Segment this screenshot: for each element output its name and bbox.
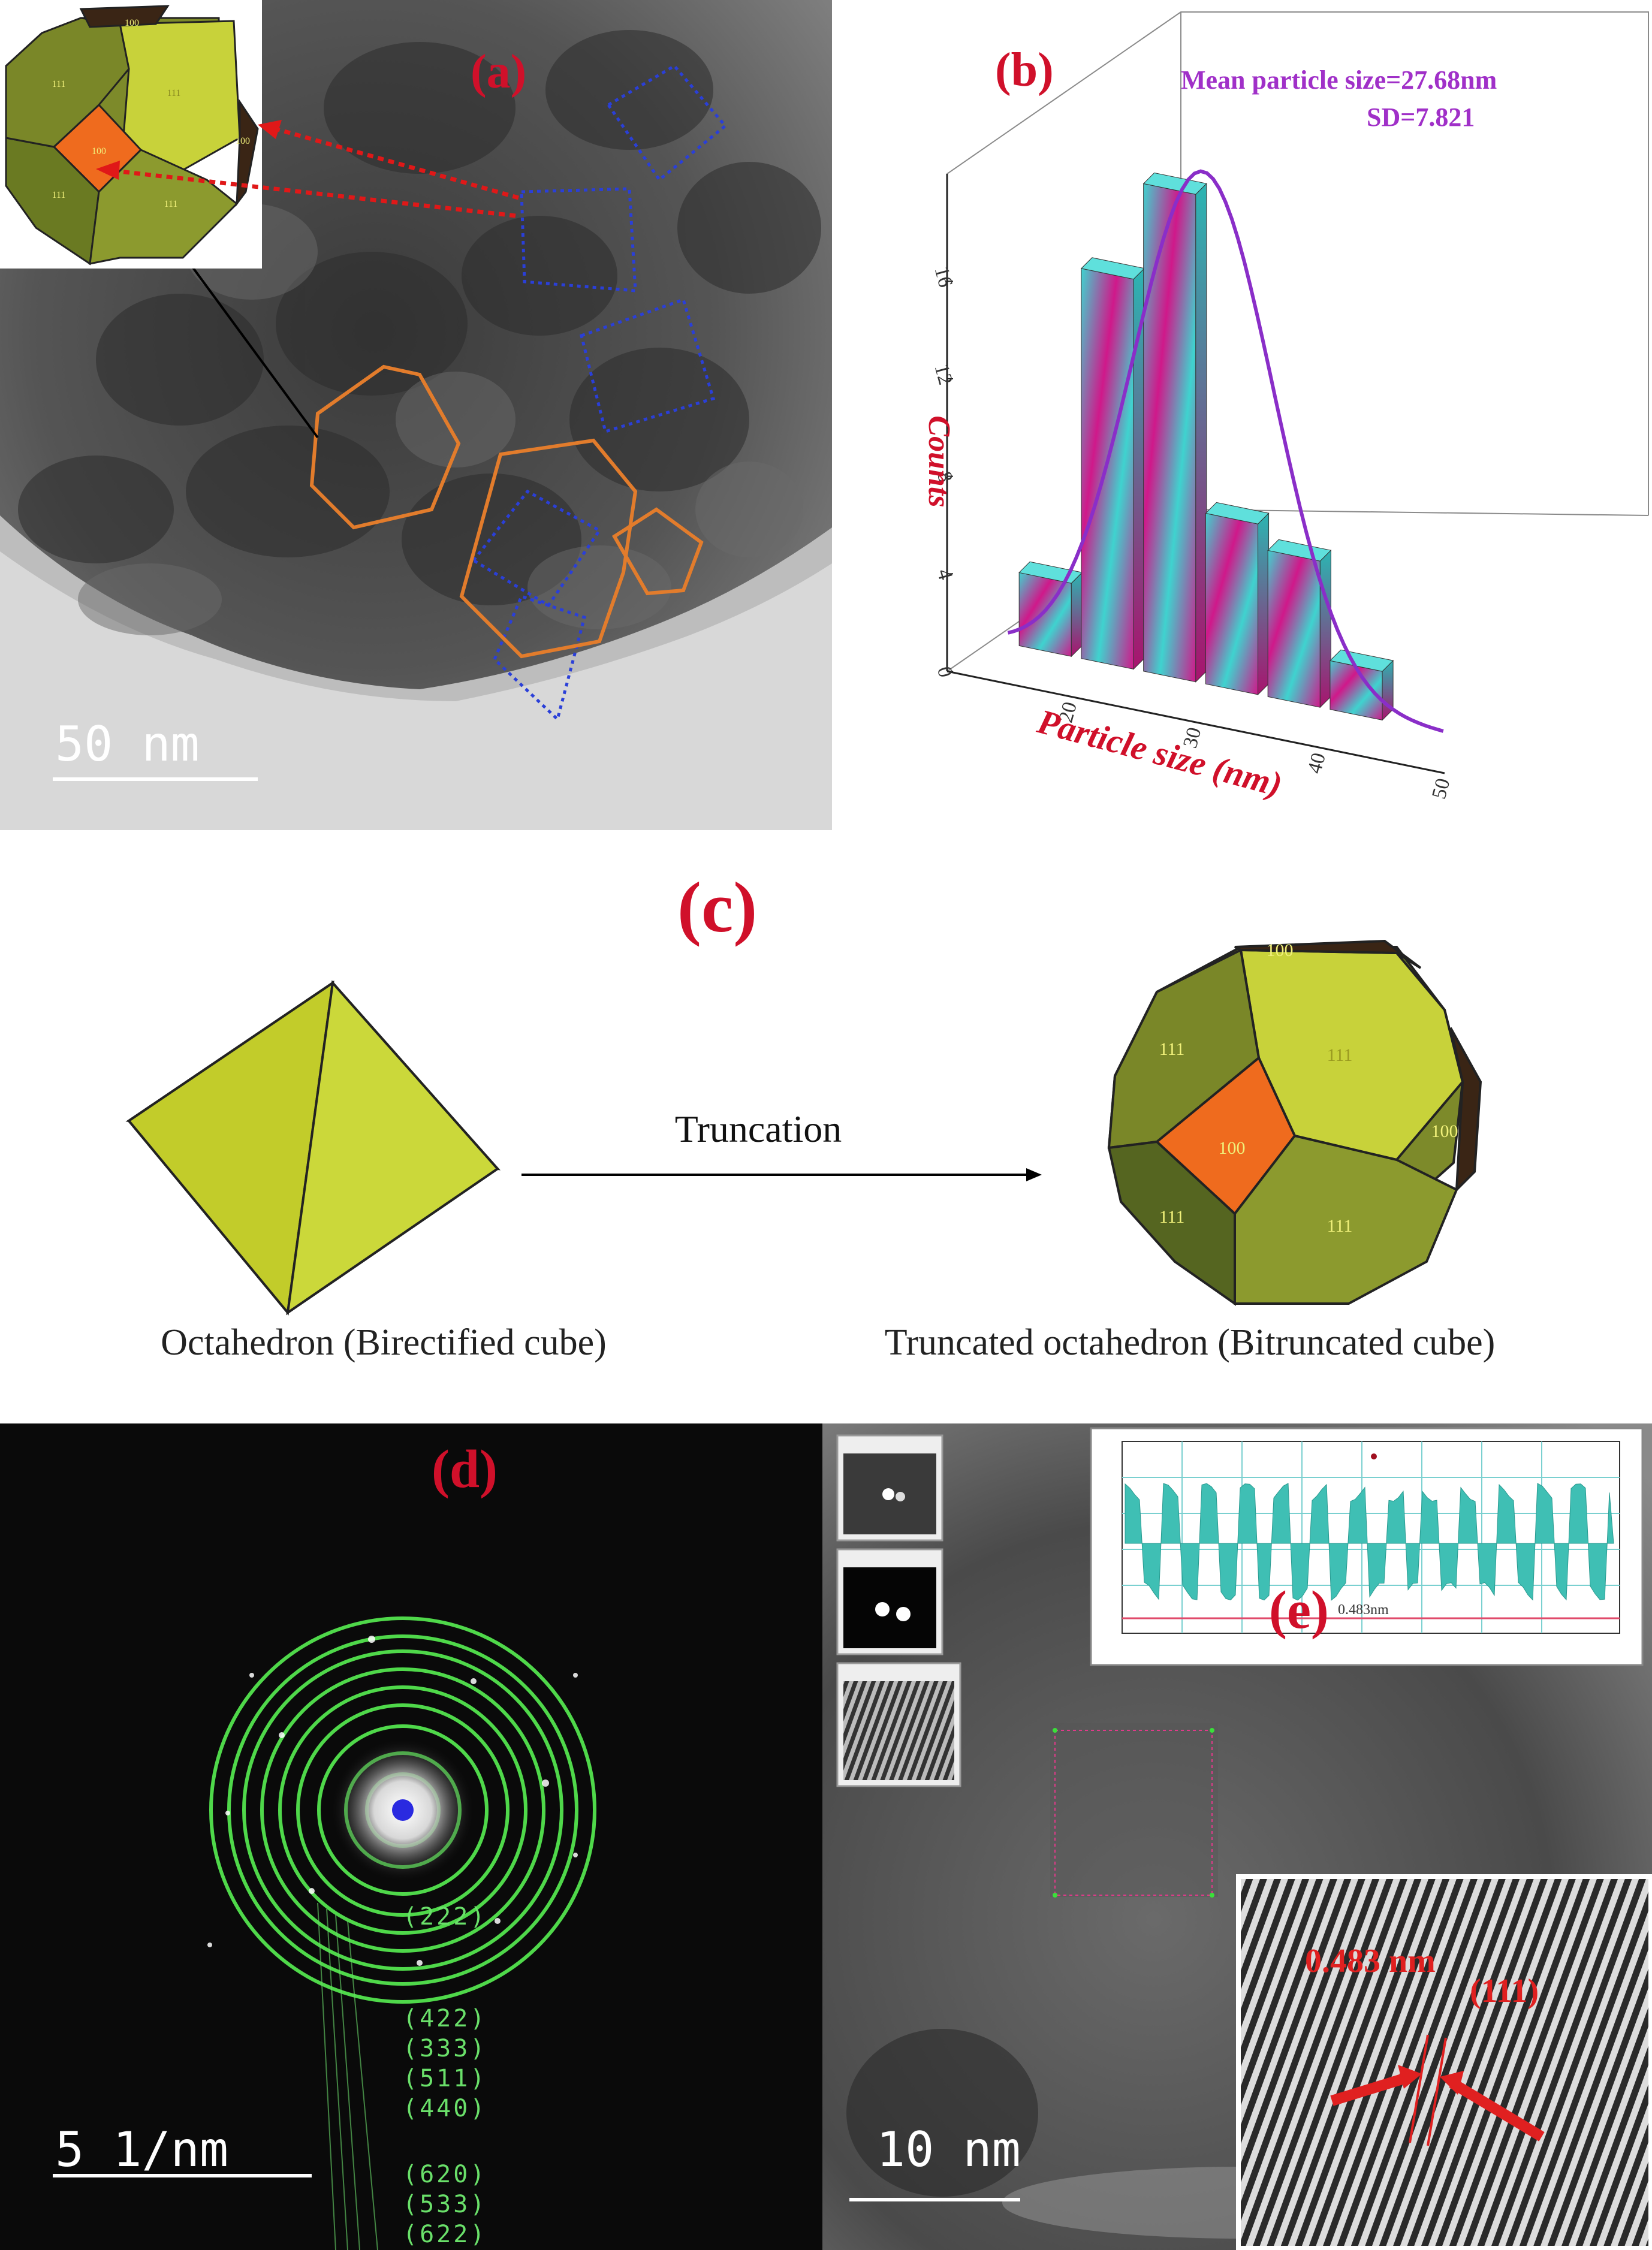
octahedron-shape xyxy=(125,980,501,1316)
panel-e-label: (e) xyxy=(1269,1581,1329,1640)
lattice-fringe-inset xyxy=(1236,1874,1652,2250)
hrtem-image: 0.483nm xyxy=(822,1423,1652,2250)
truncated-octahedron-shape: 100 111 111 100 100 111 111 xyxy=(1107,939,1482,1306)
inset-facet-label: 111 xyxy=(52,79,66,89)
ring-leader-lines xyxy=(317,1902,378,2250)
line-profile-plot: 0.483nm xyxy=(1090,1427,1644,1666)
histogram-bar-top xyxy=(1205,502,1270,524)
facet-label-upper-left: 111 xyxy=(1159,1039,1185,1059)
panel-d-label: (d) xyxy=(432,1440,498,1499)
selected-lattice-region xyxy=(1054,1730,1213,1896)
x-axis-title: Particle size (nm) xyxy=(1033,701,1286,804)
ring-label-511: (511) xyxy=(403,2065,487,2092)
fft-inset-2 xyxy=(836,1548,943,1655)
histogram-bar-side xyxy=(1319,549,1331,708)
plane-index-label: (111) xyxy=(1470,1972,1539,2010)
histogram-bar xyxy=(1081,268,1134,670)
histogram-bar xyxy=(1205,512,1259,695)
histogram-bar-side xyxy=(1195,183,1207,683)
panel-d-scale-bar-label: 5 1/nm xyxy=(55,2122,228,2177)
panel-c-label: (c) xyxy=(677,867,758,947)
chart-axes xyxy=(946,174,1445,774)
histogram-bar xyxy=(1143,183,1196,683)
inset-facet-label: 111 xyxy=(164,199,178,209)
panel-d-saed-pattern: (d) (222) (422) (333) (511) (440) (620) … xyxy=(0,1423,822,2250)
panel-a-label: (a) xyxy=(471,46,527,98)
truncated-octahedron-caption: Truncated octahedron (Bitruncated cube) xyxy=(885,1322,1496,1363)
diffraction-ring xyxy=(278,1685,527,1935)
mean-size-annotation: Mean particle size=27.68nm xyxy=(1181,65,1497,95)
truncation-label: Truncation xyxy=(675,1108,842,1150)
histogram-bar-side xyxy=(1258,512,1270,696)
facet-label-lower-right: 111 xyxy=(1327,1216,1353,1236)
diffraction-ring xyxy=(296,1703,510,1917)
diffraction-ring xyxy=(260,1667,545,1953)
diffraction-ring xyxy=(227,1634,578,1986)
facet-label-center: 100 xyxy=(1219,1138,1246,1158)
x-tick-label: 50 xyxy=(1428,776,1455,801)
panel-b-histogram: 0 4 8 12 16 20 30 40 50 Counts Particle size (n… xyxy=(839,0,1652,830)
inset-facet-label-top: 100 xyxy=(125,18,139,28)
diffraction-ring xyxy=(242,1649,563,1971)
histogram-bar-top xyxy=(1142,172,1207,195)
y-tick-label: 4 xyxy=(933,566,957,582)
diffraction-ring xyxy=(209,1616,596,2004)
y-tick-label: 0 xyxy=(933,664,957,680)
x-tick-label: 40 xyxy=(1303,750,1330,776)
inset-facet-label: 100 xyxy=(236,136,250,146)
ring-label-440: (440) xyxy=(403,2095,487,2122)
profile-spacing-label: 0.483nm xyxy=(1338,1602,1389,1618)
ring-label-620: (620) xyxy=(403,2161,487,2188)
sd-annotation: SD=7.821 xyxy=(1367,102,1475,132)
truncation-diagram: Truncation 100 111 111 100 100 111 111 O… xyxy=(125,939,1496,1363)
ring-label-333: (333) xyxy=(403,2035,487,2062)
histogram-bar-side xyxy=(1071,571,1083,657)
y-axis-title: Counts xyxy=(922,415,956,507)
facet-label-lower-left: 111 xyxy=(1159,1207,1185,1227)
y-tick-label: 12 xyxy=(930,362,957,387)
fringe-spacing-label: 0.483 nm xyxy=(1305,1943,1436,1980)
gaussian-fit-curve xyxy=(1007,169,1444,733)
histogram-bar-top xyxy=(1267,539,1332,562)
diffraction-spots xyxy=(207,1636,578,1966)
histogram-bar-top xyxy=(1329,649,1394,672)
inset-facet-label-center: 100 xyxy=(92,146,106,156)
inset-facet-label: 111 xyxy=(52,190,66,200)
ring-label-533: (533) xyxy=(403,2191,487,2218)
facet-label-right: 100 xyxy=(1431,1121,1458,1141)
octahedron-caption: Octahedron (Birectified cube) xyxy=(161,1322,607,1363)
tem-micrograph: 100 111 111 100 100 111 111 xyxy=(0,0,832,830)
panel-b-label: (b) xyxy=(995,44,1054,96)
facet-label-top: 100 xyxy=(1267,940,1294,960)
diffraction-rings xyxy=(53,1616,596,2250)
panel-a-scale-bar-label: 50 nm xyxy=(55,716,200,772)
facet-label-upper-right: 111 xyxy=(1327,1045,1353,1065)
histogram-bar xyxy=(1267,550,1321,708)
panel-e-scale-bar-label: 10 nm xyxy=(876,2122,1021,2177)
panel-a-tem-image: 100 111 111 100 100 111 111 (a) 50 nm xyxy=(0,0,832,830)
panel-e-hrtem: 0.483nm (e) 0.483 nm (111) 10 nm xyxy=(822,1423,1652,2250)
ring-label-622: (622) xyxy=(403,2221,487,2248)
fft-inset-1 xyxy=(836,1434,943,1542)
panel-c-schematic: (c) Truncation 100 111 xyxy=(0,830,1652,1423)
ifft-inset xyxy=(836,1662,961,1787)
inset-facet-label: 111 xyxy=(167,88,181,98)
diffraction-ring xyxy=(317,1724,489,1896)
histogram-bars xyxy=(1018,172,1394,721)
ring-label-422: (422) xyxy=(403,2005,487,2032)
ring-label-222: (222) xyxy=(403,1903,487,1931)
inset-truncated-octahedron: 100 111 111 100 100 111 111 xyxy=(5,5,259,266)
y-tick-label: 16 xyxy=(930,264,957,289)
